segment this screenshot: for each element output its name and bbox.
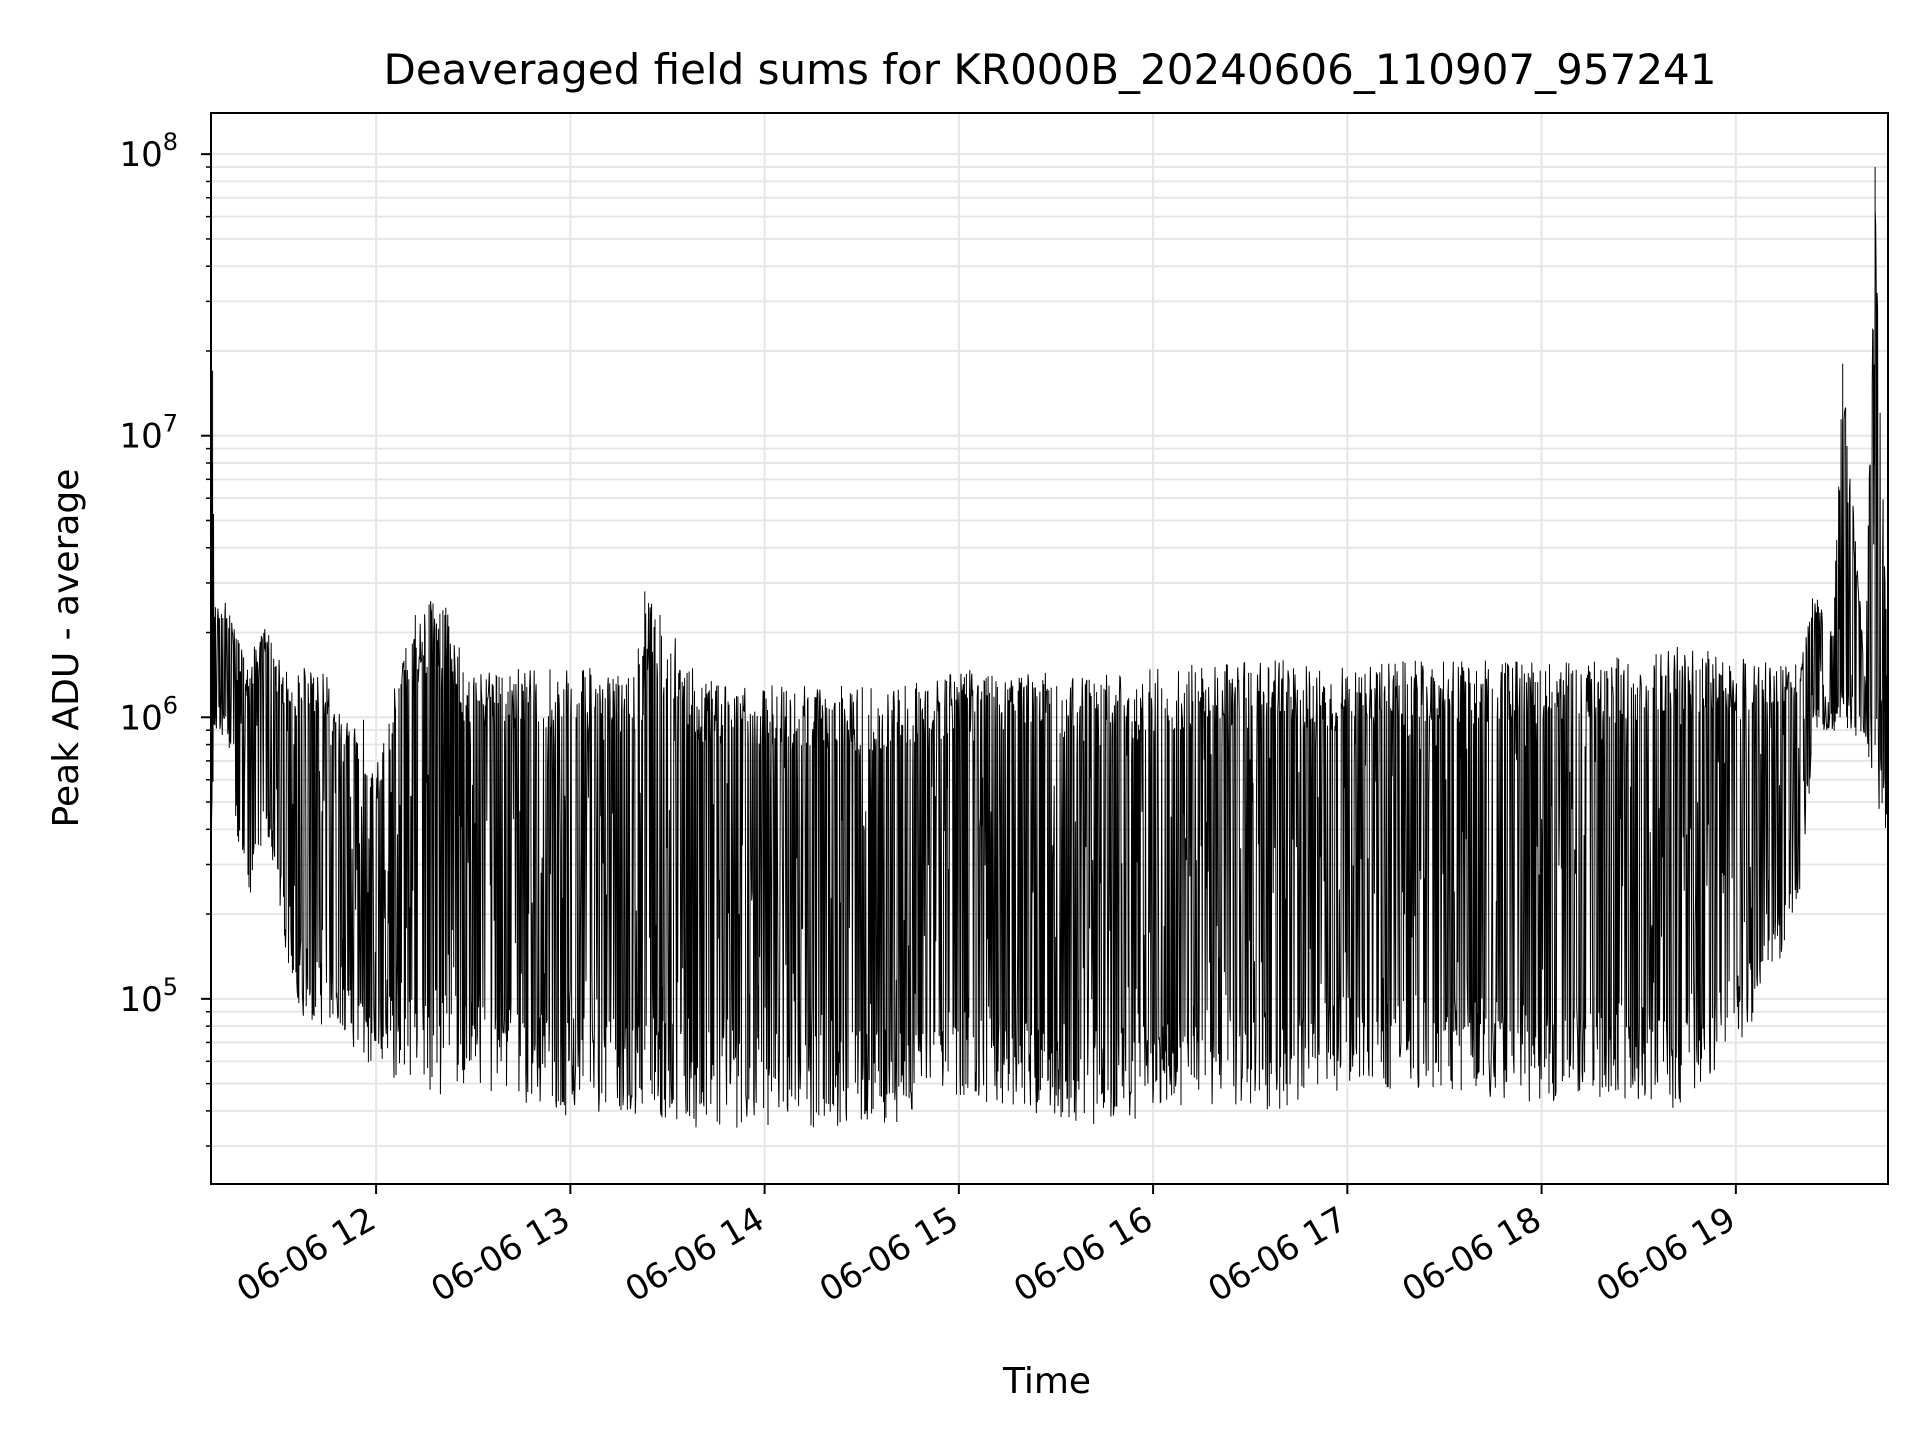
y-tick-label: 108	[119, 128, 178, 175]
series-group	[210, 167, 1889, 1128]
x-axis-label: Time	[1002, 1361, 1091, 1402]
y-axis: 105 106 107 108	[119, 128, 211, 1147]
y-tick-label: 105	[119, 973, 178, 1020]
y-tick-label: 107	[119, 410, 178, 457]
series-line	[210, 167, 1889, 1128]
chart-title: Deaveraged field sums for KR000B_2024060…	[384, 45, 1717, 94]
plot-frame	[210, 112, 1889, 1185]
y-tick-label: 106	[119, 691, 178, 738]
y-axis-label: Peak ADU - average	[46, 469, 87, 828]
